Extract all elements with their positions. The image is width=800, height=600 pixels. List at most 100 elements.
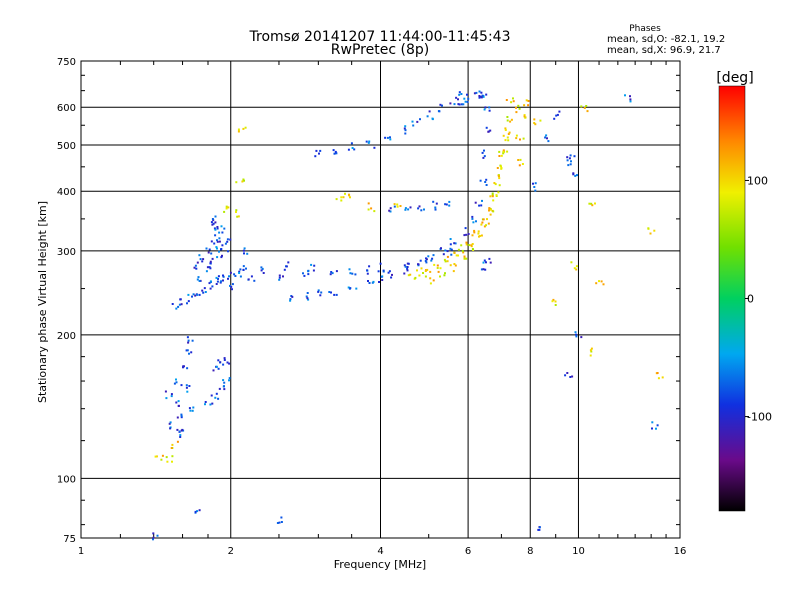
data-point [481, 151, 484, 154]
data-point [386, 136, 389, 139]
data-point [471, 248, 474, 250]
colorbar-label: [deg] [716, 70, 753, 86]
data-point [458, 93, 461, 96]
data-point [389, 210, 392, 213]
data-point [509, 120, 512, 123]
data-point [210, 221, 213, 224]
data-point [505, 99, 508, 101]
data-point [209, 267, 212, 270]
data-point [218, 250, 220, 253]
data-point [483, 225, 486, 228]
data-point [347, 286, 350, 289]
data-point [485, 178, 488, 181]
data-point [409, 273, 412, 276]
data-point [278, 278, 281, 281]
data-point [330, 291, 332, 294]
data-point [533, 186, 536, 188]
data-point [502, 152, 505, 155]
data-point [569, 376, 572, 378]
data-point [175, 401, 178, 404]
data-point [221, 254, 223, 257]
data-point [527, 104, 530, 107]
data-point [194, 510, 197, 513]
data-point [569, 154, 572, 157]
data-point [211, 402, 214, 405]
data-point [234, 275, 237, 277]
data-point [580, 105, 583, 108]
data-point [474, 201, 477, 204]
data-point [179, 436, 182, 438]
data-point [515, 137, 518, 140]
data-point [387, 271, 390, 274]
data-point [449, 247, 452, 250]
data-point [424, 275, 427, 278]
data-point [431, 257, 434, 260]
data-point [171, 443, 174, 446]
data-point [521, 163, 524, 165]
data-point [191, 409, 194, 412]
data-point [416, 120, 419, 123]
data-point [426, 268, 429, 271]
x-tick-label: 16 [674, 546, 687, 557]
data-point [221, 231, 224, 234]
data-point [403, 127, 406, 130]
data-point [243, 179, 245, 182]
data-point [498, 155, 501, 157]
data-point [260, 269, 263, 272]
data-point [226, 238, 229, 241]
data-point [580, 336, 583, 339]
data-point [223, 210, 226, 213]
data-point [500, 154, 503, 157]
data-point [170, 393, 173, 396]
data-point [566, 159, 569, 162]
data-point [373, 146, 376, 149]
data-point [502, 149, 505, 152]
data-point [429, 270, 432, 273]
data-point [439, 275, 441, 278]
data-point [211, 223, 214, 226]
data-point [487, 222, 490, 225]
data-point [198, 254, 201, 257]
data-point [180, 303, 183, 306]
data-point [480, 96, 483, 99]
data-point [178, 303, 181, 306]
data-point [335, 293, 338, 296]
data-point [602, 283, 605, 286]
data-point [485, 184, 488, 186]
data-point [198, 280, 201, 282]
data-point [554, 304, 557, 306]
data-point [453, 251, 456, 254]
data-point [399, 205, 402, 207]
data-point [250, 275, 253, 278]
stats-title: Phases [629, 24, 661, 34]
data-point [647, 227, 650, 230]
data-point [515, 106, 517, 109]
data-point [330, 271, 333, 273]
data-point [171, 455, 174, 458]
data-point [379, 262, 382, 265]
data-point [226, 240, 229, 243]
data-point [417, 263, 419, 266]
data-point [367, 202, 370, 205]
data-point [230, 285, 233, 288]
data-point [302, 272, 304, 275]
data-point [227, 250, 229, 253]
data-point [351, 147, 354, 149]
data-point [441, 104, 443, 107]
data-point [245, 267, 247, 270]
data-point [190, 351, 193, 354]
data-point [205, 247, 208, 250]
data-point [312, 269, 315, 272]
data-point [439, 103, 442, 106]
data-point [164, 390, 167, 393]
data-point [449, 238, 452, 240]
data-point [507, 139, 510, 142]
data-point [217, 275, 220, 278]
data-point [342, 196, 345, 199]
data-point [498, 184, 501, 187]
data-point [498, 150, 501, 153]
data-point [445, 203, 448, 206]
data-point [661, 376, 664, 379]
data-point [488, 106, 491, 109]
